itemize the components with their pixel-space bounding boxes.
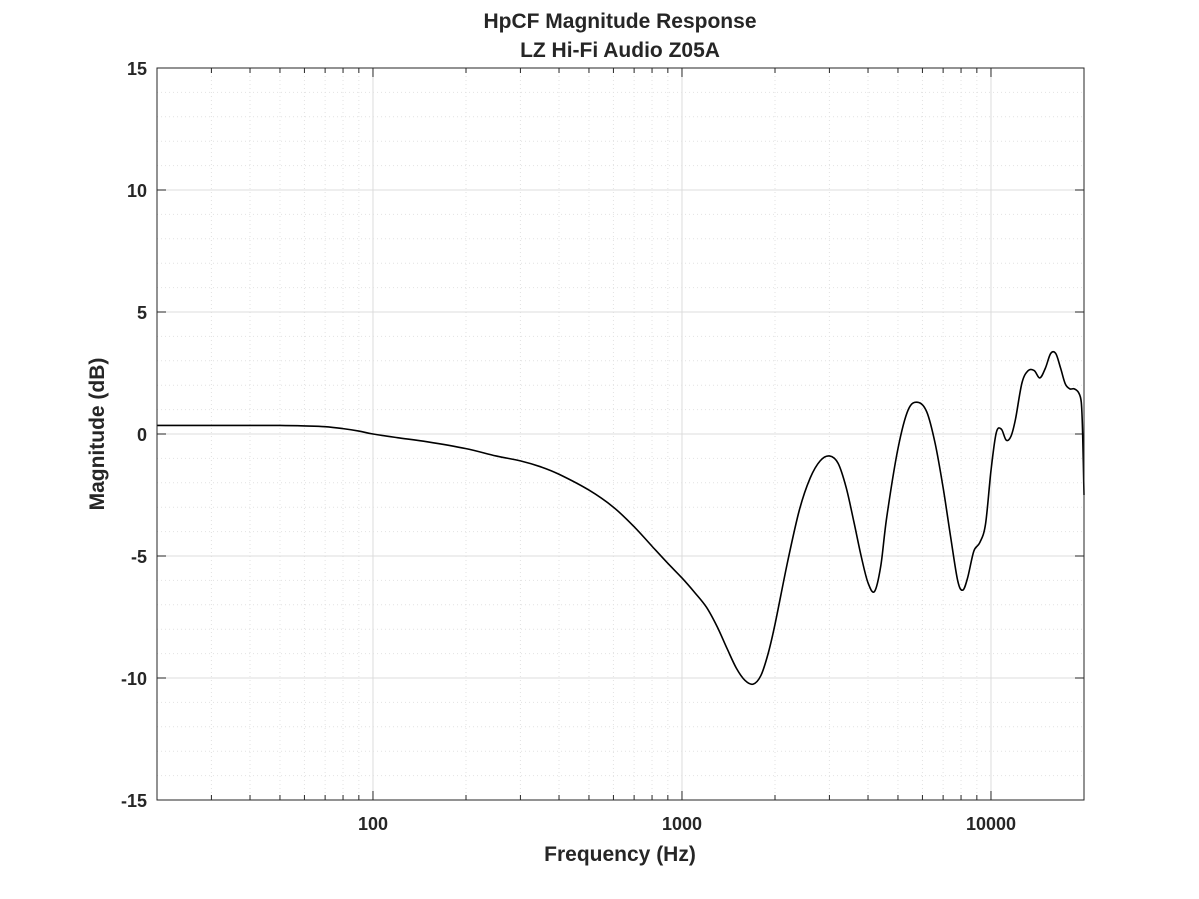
x-tick-labels: 100 1000 10000 <box>358 814 1016 834</box>
chart-title: HpCF Magnitude Response <box>483 10 756 33</box>
x-tick-label: 10000 <box>966 814 1016 834</box>
grid <box>156 67 1085 801</box>
y-tick-label: 0 <box>137 425 147 445</box>
x-axis-label: Frequency (Hz) <box>544 843 696 866</box>
series-line <box>156 350 1085 686</box>
x-tick-label: 1000 <box>662 814 702 834</box>
plot-frame <box>156 67 1085 801</box>
y-tick-labels: 15 10 5 0 -5 -10 -15 <box>121 59 147 811</box>
chart-subtitle: LZ Hi-Fi Audio Z05A <box>520 39 720 62</box>
y-tick-label: -15 <box>121 791 147 811</box>
y-tick-label: 5 <box>137 303 147 323</box>
y-tick-label: 15 <box>127 59 147 79</box>
y-axis-label: Magnitude (dB) <box>86 358 109 511</box>
series-layer <box>156 350 1085 686</box>
x-tick-label: 100 <box>358 814 388 834</box>
y-tick-label: -5 <box>131 547 147 567</box>
y-tick-label: 10 <box>127 181 147 201</box>
y-tick-label: -10 <box>121 669 147 689</box>
